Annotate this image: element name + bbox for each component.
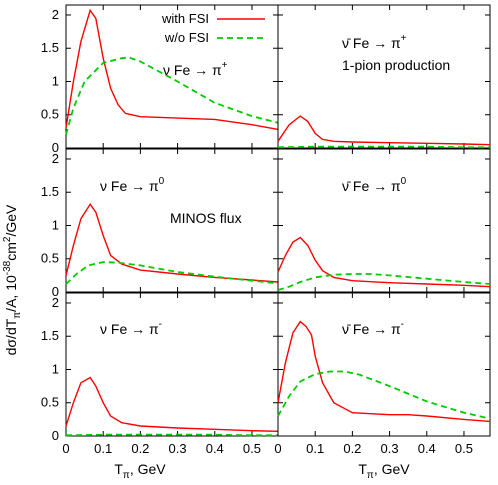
- x-tick-label: 0.4: [418, 441, 436, 456]
- ylabel-part-4: /GeV: [3, 204, 19, 237]
- annotation-flux: MINOS flux: [170, 210, 242, 226]
- xlabel-tail-right: , GeV: [374, 461, 410, 477]
- svg-text:dσ/dTπ/A, 10-38cm2/GeV: dσ/dTπ/A, 10-38cm2/GeV: [2, 204, 23, 355]
- ylabel-sub: π: [12, 312, 23, 319]
- series-line-with-fsi: [65, 8, 279, 131]
- panels: 0 0.5 1 1.5 2 ν Fe → π+ ν̄ Fe → π+ 0 0.5 1 1.5 2 ν F…: [41, 4, 491, 456]
- panel-title: ν Fe → π0: [100, 176, 165, 194]
- x-tick-label: 0.5: [455, 441, 473, 456]
- x-tick-label: 0.3: [169, 441, 187, 456]
- series-line-without-fsi: [65, 261, 279, 285]
- y-tick-label: 1.5: [41, 40, 59, 55]
- panel-nubar-pi-plus: ν̄ Fe → π+: [277, 4, 491, 149]
- y-tick-label: 0: [52, 140, 59, 155]
- y-axis-title: dσ/dTπ/A, 10-38cm2/GeV: [2, 204, 23, 355]
- series-line-with-fsi: [65, 202, 279, 283]
- xlabel-sub-left: π: [123, 470, 130, 481]
- xlabel-main-right: T: [358, 461, 367, 477]
- x-tick-label: 0: [62, 441, 69, 456]
- y-tick-label: 1.5: [41, 184, 59, 199]
- panel-title: ν Fe → π+: [163, 60, 228, 78]
- panel-title: ν̄ Fe → π-: [342, 319, 404, 337]
- panel-title: ν Fe → π-: [100, 319, 162, 337]
- legend-label-with-fsi: with FSI: [161, 11, 209, 26]
- x-tick-label: 0.2: [343, 441, 361, 456]
- annotation-production: 1-pion production: [342, 57, 450, 73]
- ylabel-exp2: 2: [2, 236, 13, 242]
- y-tick-label: 1: [52, 73, 59, 88]
- y-tick-label: 0.5: [41, 107, 59, 122]
- panel-nubar-pi-minus: 0 0.1 0.2 0.3 0.4 0.5 ν̄ Fe → π-: [274, 292, 491, 456]
- series-line-with-fsi: [277, 320, 491, 423]
- x-tick-label: 0.5: [243, 441, 261, 456]
- series-line-without-fsi: [65, 433, 278, 437]
- legend: with FSI w/o FSI: [161, 11, 265, 45]
- xlabel-main-left: T: [114, 461, 123, 477]
- panel-nu-pi-minus: 0 0.5 1 1.5 2 0 0.1 0.2 0.3 0.4 0.5 ν Fe → π-: [41, 292, 279, 456]
- panel-title: ν̄ Fe → π+: [342, 33, 407, 51]
- panel-title: ν̄ Fe → π0: [342, 176, 407, 194]
- ylabel-part-1: dσ/dT: [3, 318, 19, 355]
- panel-nubar-pi-zero: ν̄ Fe → π0: [277, 148, 491, 293]
- series-line-with-fsi: [65, 376, 279, 432]
- x-tick-label: 0.2: [131, 441, 149, 456]
- x-tick-label: 0.4: [206, 441, 224, 456]
- ylabel-part-2: /A, 10: [3, 275, 19, 312]
- xlabel-tail-left: , GeV: [130, 461, 166, 477]
- series-line-without-fsi: [277, 273, 491, 291]
- series-line-with-fsi: [277, 115, 491, 146]
- series-line-without-fsi: [277, 370, 491, 420]
- x-tick-label: 0.1: [306, 441, 324, 456]
- y-tick-label: 2: [52, 151, 59, 166]
- panel-frame: [277, 292, 491, 437]
- panel-nu-pi-plus: 0 0.5 1 1.5 2 ν Fe → π+: [41, 4, 279, 155]
- panel-nu-pi-zero: 0 0.5 1 1.5 2 ν Fe → π0: [41, 148, 279, 299]
- ylabel-part-3: cm: [3, 242, 19, 261]
- panel-frame: [65, 292, 279, 437]
- y-tick-label: 1.5: [41, 328, 59, 343]
- series-line-without-fsi: [277, 145, 490, 149]
- x-axis-title-right: Tπ, GeV: [358, 461, 410, 481]
- y-tick-label: 0: [52, 284, 59, 299]
- y-tick-label: 2: [52, 7, 59, 22]
- series-line-with-fsi: [277, 236, 491, 288]
- xlabel-sub-right: π: [367, 470, 374, 481]
- y-tick-label: 0.5: [41, 395, 59, 410]
- y-tick-label: 0.5: [41, 251, 59, 266]
- panel-frame: [277, 148, 491, 293]
- y-tick-label: 2: [52, 295, 59, 310]
- ylabel-exp: -38: [2, 260, 13, 275]
- x-axis-title-left: Tπ, GeV: [114, 461, 166, 481]
- x-tick-label: 0: [274, 441, 281, 456]
- x-tick-label: 0.1: [94, 441, 112, 456]
- panel-frame: [277, 4, 491, 149]
- y-tick-label: 1: [52, 217, 59, 232]
- x-tick-label: 0.3: [381, 441, 399, 456]
- y-tick-label: 0: [52, 428, 59, 443]
- legend-label-without-fsi: w/o FSI: [164, 30, 209, 45]
- y-tick-label: 1: [52, 361, 59, 376]
